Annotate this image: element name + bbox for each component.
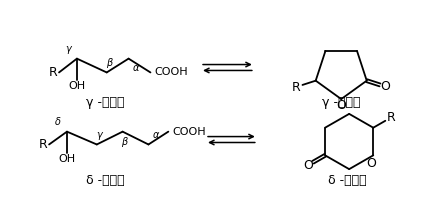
Text: γ: γ bbox=[95, 130, 102, 140]
Text: COOH: COOH bbox=[172, 127, 205, 137]
Text: α: α bbox=[132, 63, 138, 73]
Text: β: β bbox=[121, 136, 127, 147]
Text: α: α bbox=[152, 130, 158, 140]
Text: OH: OH bbox=[68, 81, 85, 91]
Text: β: β bbox=[106, 58, 112, 68]
Text: R: R bbox=[291, 81, 300, 94]
Text: O: O bbox=[380, 80, 390, 93]
Text: COOH: COOH bbox=[154, 67, 188, 77]
Text: γ: γ bbox=[65, 44, 71, 54]
Text: δ: δ bbox=[55, 117, 61, 127]
Text: γ -羟基酸: γ -羟基酸 bbox=[86, 96, 125, 109]
Text: R: R bbox=[49, 66, 57, 79]
Text: δ -戊内酯: δ -戊内酯 bbox=[327, 175, 366, 188]
Text: δ -羟基酸: δ -羟基酸 bbox=[86, 175, 125, 188]
Text: O: O bbox=[365, 157, 375, 170]
Text: γ -丁内酯: γ -丁内酯 bbox=[321, 96, 360, 109]
Text: R: R bbox=[386, 111, 395, 124]
Text: O: O bbox=[302, 159, 312, 172]
Text: OH: OH bbox=[58, 154, 75, 164]
Text: R: R bbox=[39, 138, 47, 151]
Text: O: O bbox=[336, 100, 346, 113]
